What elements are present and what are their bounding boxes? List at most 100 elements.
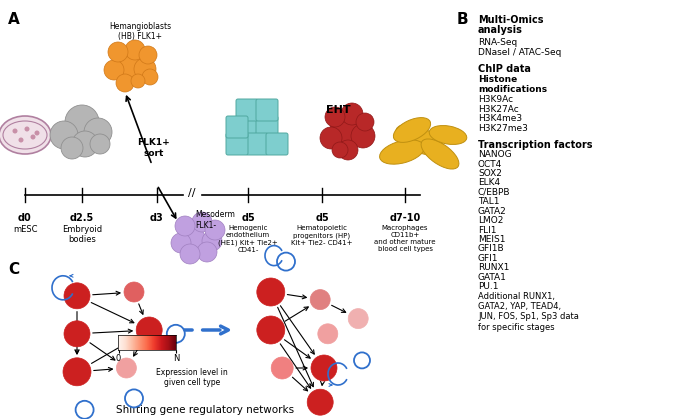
Circle shape — [139, 46, 157, 64]
Text: DNaseI / ATAC-Seq: DNaseI / ATAC-Seq — [478, 48, 561, 57]
Circle shape — [84, 118, 112, 146]
Text: Mesoderm
FLK1-: Mesoderm FLK1- — [195, 210, 235, 230]
Circle shape — [354, 352, 370, 368]
Text: FLI1: FLI1 — [478, 225, 496, 235]
Text: H3K27Ac: H3K27Ac — [478, 105, 519, 114]
Text: Hematopoietic
progenitors (HP)
Kit+ Tie2- CD41+: Hematopoietic progenitors (HP) Kit+ Tie2… — [291, 225, 353, 246]
Circle shape — [348, 309, 368, 328]
Circle shape — [325, 107, 345, 127]
Circle shape — [124, 282, 144, 302]
Text: Transcription factors: Transcription factors — [478, 140, 592, 150]
Text: ChIP data: ChIP data — [478, 65, 531, 75]
Circle shape — [356, 113, 374, 131]
Circle shape — [134, 58, 156, 80]
Text: //: // — [188, 188, 196, 198]
Circle shape — [277, 253, 295, 271]
Circle shape — [65, 105, 99, 139]
Circle shape — [330, 115, 360, 145]
Circle shape — [351, 124, 375, 148]
Text: SOX2: SOX2 — [478, 169, 502, 178]
Ellipse shape — [380, 140, 424, 164]
Text: FLK1+
sort: FLK1+ sort — [137, 138, 171, 158]
Text: analysis: analysis — [478, 26, 523, 35]
Circle shape — [63, 358, 91, 386]
Circle shape — [114, 51, 142, 79]
Text: modifications: modifications — [478, 85, 547, 93]
Ellipse shape — [421, 139, 459, 169]
Text: Macrophages
CD11b+
and other mature
blood cell types: Macrophages CD11b+ and other mature bloo… — [374, 225, 436, 252]
FancyBboxPatch shape — [226, 116, 248, 138]
Circle shape — [30, 134, 35, 140]
Text: Shifting gene regulatory networks: Shifting gene regulatory networks — [116, 405, 294, 415]
Circle shape — [257, 316, 285, 344]
Circle shape — [175, 216, 195, 236]
Text: GATA2: GATA2 — [478, 207, 507, 216]
Text: Additional RUNX1,
GATA2, YAP, TEAD4,
JUN, FOS, Sp1, Sp3 data
for specific stages: Additional RUNX1, GATA2, YAP, TEAD4, JUN… — [478, 292, 579, 332]
Text: d2.5: d2.5 — [70, 213, 94, 223]
Circle shape — [125, 40, 145, 60]
FancyBboxPatch shape — [256, 99, 278, 121]
FancyBboxPatch shape — [236, 99, 258, 121]
FancyBboxPatch shape — [246, 133, 268, 155]
Circle shape — [257, 278, 285, 306]
Circle shape — [131, 74, 145, 88]
Text: RUNX1: RUNX1 — [478, 263, 509, 272]
Circle shape — [320, 127, 342, 149]
Text: NANOG: NANOG — [478, 150, 512, 159]
Circle shape — [72, 131, 98, 157]
Text: RNA-Seq: RNA-Seq — [478, 38, 517, 47]
Circle shape — [171, 233, 191, 253]
Circle shape — [116, 74, 134, 92]
Text: Expression level in
given cell type: Expression level in given cell type — [156, 368, 228, 388]
Text: GFI1: GFI1 — [478, 254, 498, 263]
Text: B: B — [457, 12, 468, 27]
Circle shape — [307, 389, 333, 415]
Text: A: A — [8, 12, 20, 27]
Text: d3: d3 — [150, 213, 164, 223]
Text: H3K9Ac: H3K9Ac — [478, 95, 513, 104]
Circle shape — [271, 357, 293, 379]
Text: LMO2: LMO2 — [478, 216, 504, 225]
Text: H3K27me3: H3K27me3 — [478, 124, 528, 133]
Ellipse shape — [429, 126, 466, 145]
Circle shape — [185, 228, 205, 248]
FancyBboxPatch shape — [256, 116, 278, 138]
Circle shape — [61, 137, 83, 159]
FancyBboxPatch shape — [236, 116, 258, 138]
FancyBboxPatch shape — [226, 133, 248, 155]
Circle shape — [136, 317, 162, 343]
Text: Hemogenic
endothelium
(HE1) Kit+ Tie2+
CD41-: Hemogenic endothelium (HE1) Kit+ Tie2+ C… — [218, 225, 278, 253]
Circle shape — [192, 212, 212, 232]
Text: mESC: mESC — [13, 225, 37, 234]
Circle shape — [167, 325, 185, 343]
Circle shape — [318, 324, 338, 344]
Text: d0: d0 — [18, 213, 32, 223]
Text: GATA1: GATA1 — [478, 273, 507, 282]
Ellipse shape — [393, 118, 431, 142]
Ellipse shape — [0, 116, 51, 154]
Text: ELK4: ELK4 — [478, 178, 500, 187]
Circle shape — [35, 130, 39, 135]
Text: EHT: EHT — [326, 105, 350, 115]
Circle shape — [142, 69, 158, 85]
Circle shape — [341, 103, 363, 125]
Circle shape — [125, 389, 143, 407]
Text: PU.1: PU.1 — [478, 282, 498, 291]
Circle shape — [50, 121, 78, 149]
Circle shape — [202, 231, 222, 251]
Circle shape — [197, 242, 217, 262]
Text: Histone: Histone — [478, 75, 517, 84]
Text: Multi-Omics: Multi-Omics — [478, 15, 544, 25]
Circle shape — [18, 137, 24, 142]
Text: TAL1: TAL1 — [478, 197, 500, 206]
Text: OCT4: OCT4 — [478, 160, 502, 168]
Circle shape — [76, 401, 93, 419]
Text: d5: d5 — [241, 213, 255, 223]
Circle shape — [104, 60, 124, 80]
Circle shape — [338, 140, 358, 160]
Circle shape — [332, 142, 348, 158]
Text: Hemangioblasts
(HB) FLK1+: Hemangioblasts (HB) FLK1+ — [109, 22, 171, 41]
Circle shape — [310, 290, 330, 310]
Circle shape — [108, 42, 128, 62]
Circle shape — [64, 321, 90, 347]
